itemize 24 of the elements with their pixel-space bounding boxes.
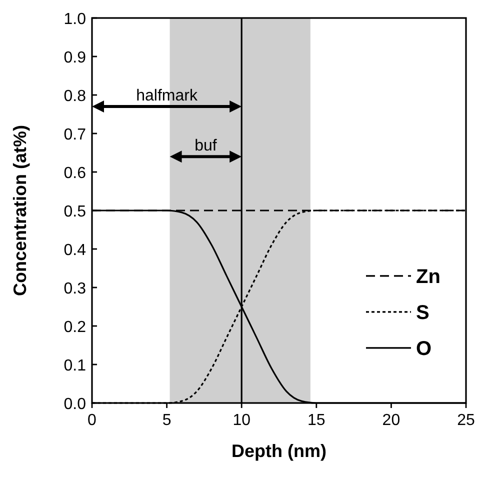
legend-label: O <box>416 338 432 360</box>
y-tick-label: 0.4 <box>64 242 86 259</box>
y-tick-label: 0.6 <box>64 165 86 182</box>
y-tick-label: 0.3 <box>64 280 86 298</box>
y-tick-label: 1.0 <box>64 11 86 28</box>
y-tick-label: 0.5 <box>64 204 86 220</box>
x-tick-label: 0 <box>88 412 97 429</box>
x-axis-title: Depth (nm) <box>232 441 326 461</box>
x-tick-label: 25 <box>457 412 475 429</box>
x-tick-label: 10 <box>232 412 251 429</box>
y-axis-title: Concentration (at%) <box>10 124 30 296</box>
y-tick-label: 0.2 <box>64 319 86 336</box>
legend-label: Zn <box>416 266 440 288</box>
annotation: halfmark <box>136 88 198 105</box>
y-tick-label: 0.0 <box>64 396 86 413</box>
x-tick-label: 5 <box>162 412 172 429</box>
y-tick-label: 0.1 <box>64 358 86 374</box>
y-tick-label: 0.8 <box>64 88 86 105</box>
annotation: buf <box>194 138 218 155</box>
x-tick-label: 20 <box>382 412 400 429</box>
legend-label: S <box>416 302 430 324</box>
x-tick-label: 15 <box>308 412 326 429</box>
y-tick-label: 0.7 <box>64 126 86 144</box>
y-tick-label: 0.9 <box>64 50 86 66</box>
